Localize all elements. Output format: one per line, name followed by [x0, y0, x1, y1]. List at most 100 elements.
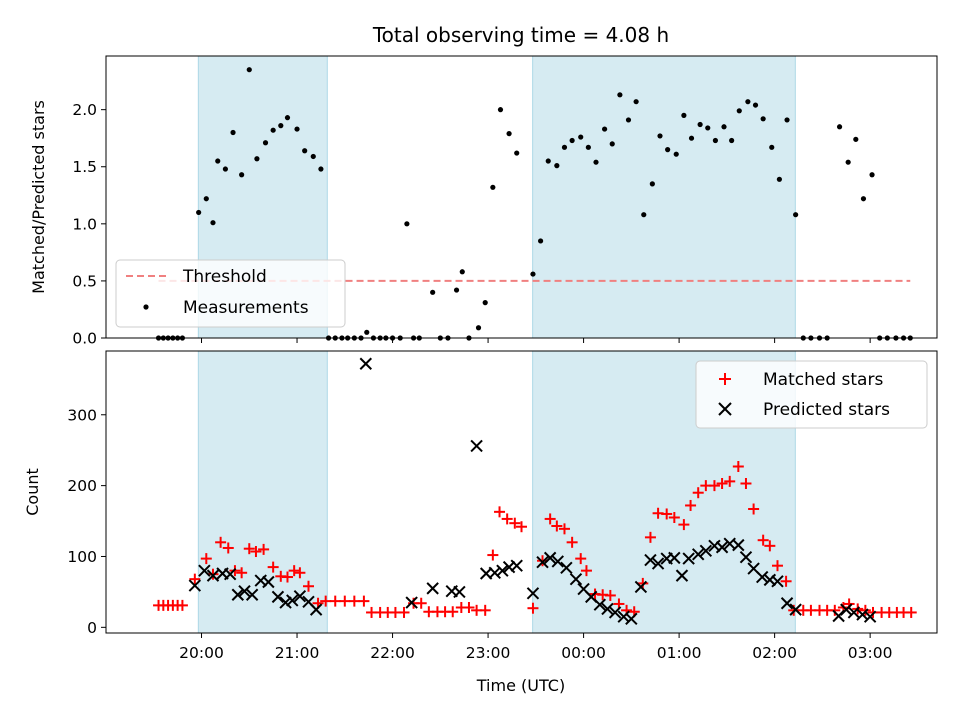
matched-star-point: [189, 573, 201, 585]
predicted-star-point: [286, 594, 299, 607]
matched-star-point: [829, 604, 841, 616]
measurement-point: [284, 115, 291, 121]
measurement-point: [617, 92, 623, 98]
matched-star-point: [302, 580, 314, 592]
predicted-star-point: [863, 610, 877, 623]
matched-star-point: [661, 508, 673, 520]
matched-star-point: [215, 536, 227, 548]
predicted-star-point: [309, 603, 323, 616]
predicted-star-point: [625, 612, 638, 626]
matched-star-point: [527, 602, 539, 614]
matched-star-point: [222, 542, 234, 554]
measurement-point: [230, 129, 236, 136]
ratio-y-axis-label: Matched/Predicted stars: [29, 100, 48, 294]
legend-predicted-label: Predicted stars: [763, 400, 890, 420]
matched-star-point: [551, 520, 563, 532]
predicted-star-point: [510, 559, 523, 572]
matched-star-point: [668, 512, 680, 524]
measurement-point: [482, 300, 488, 306]
predicted-star-point: [856, 608, 869, 621]
y-tick-label: 1.5: [72, 158, 97, 176]
counts-panel: 0 100 200 300 20:00 21:00 22:00 23:00 00:00 01:0…: [23, 350, 938, 695]
matched-star-point: [415, 597, 427, 609]
measurement-point: [545, 158, 551, 164]
measurement-point: [430, 289, 436, 295]
measurement-point: [688, 135, 695, 141]
predicted-star-point: [569, 572, 583, 586]
measurement-point: [530, 271, 536, 277]
measurement-point: [752, 102, 759, 108]
x-axis-label: Time (UTC): [476, 676, 565, 695]
measurement-point: [776, 176, 782, 182]
measurement-point: [869, 172, 875, 178]
matched-star-point: [580, 565, 592, 577]
measurement-point: [697, 121, 703, 128]
predicted-star-point: [668, 551, 681, 565]
matched-star-point: [281, 571, 293, 583]
measurement-point: [514, 150, 520, 156]
predicted-star-point: [526, 587, 540, 600]
matched-star-point: [463, 601, 475, 613]
measurement-point: [593, 159, 599, 165]
predicted-star-point: [675, 569, 689, 582]
measurement-point: [649, 181, 655, 187]
measurement-point: [745, 99, 751, 105]
measurement-point: [196, 209, 202, 216]
chart-title: Total observing time = 4.08 h: [372, 23, 669, 47]
measurement-point: [239, 172, 245, 178]
predicted-star-point: [245, 588, 259, 601]
measurement-point: [459, 269, 465, 275]
measurement-point: [210, 220, 216, 226]
predicted-star-point: [453, 585, 466, 599]
predicted-star-point: [543, 551, 557, 565]
predicted-star-point: [755, 570, 769, 584]
predicted-star-point: [231, 588, 245, 601]
matched-star-point: [604, 589, 616, 601]
predicted-star-point: [488, 566, 501, 579]
ratio-y-ticks: 0.0 0.5 1.0 1.5 2.0: [72, 101, 106, 348]
matched-star-point: [692, 487, 704, 499]
predicted-star-point: [279, 596, 292, 609]
measurement-point: [294, 126, 300, 132]
predicted-star-point: [551, 555, 565, 568]
measurement-point: [665, 147, 671, 153]
matched-star-point: [339, 595, 351, 607]
x-tick-label: 00:00: [561, 644, 606, 662]
measurement-point: [585, 144, 591, 150]
measurement-point: [633, 99, 639, 105]
counts-legend-box: [695, 360, 928, 429]
ratio-legend-box: [115, 259, 346, 328]
predicted-star-point: [789, 603, 802, 616]
matched-star-point: [740, 477, 752, 489]
predicted-star-point: [651, 557, 665, 570]
matched-star-point: [575, 553, 587, 565]
legend-matched-swatch: [719, 373, 731, 385]
x-tick-label: 03:00: [848, 644, 893, 662]
measurement-point: [712, 137, 719, 144]
matched-star-point: [716, 477, 728, 489]
predicted-star-point: [593, 598, 607, 611]
matched-star-point: [329, 595, 341, 607]
y-tick-label: 300: [67, 406, 97, 424]
ratio-legend: Threshold Measurements: [115, 259, 346, 328]
counts-panel-frame: [105, 350, 938, 634]
predicted-star-point: [238, 584, 251, 598]
measurement-point: [760, 116, 766, 122]
matched-star-point: [250, 546, 262, 558]
x-tick-label: 23:00: [466, 644, 511, 662]
predicted-star-point: [188, 579, 202, 592]
predicted-star-point: [271, 590, 285, 604]
counts-x-ticks: 20:00 21:00 22:00 23:00 00:00 01:00 02:00 03:00: [179, 633, 892, 662]
predicted-star-point: [682, 552, 695, 565]
predicted-star-point: [359, 357, 373, 370]
predicted-stars-points: [188, 357, 877, 626]
matched-star-point: [509, 517, 521, 529]
measurement-point: [721, 124, 727, 130]
predicted-star-point: [780, 597, 794, 610]
matched-star-point: [708, 480, 720, 492]
y-tick-label: 100: [67, 548, 97, 566]
measurement-point: [203, 196, 209, 202]
matched-star-point: [637, 577, 649, 589]
measurement-point: [673, 151, 679, 157]
matched-star-point: [258, 543, 270, 555]
